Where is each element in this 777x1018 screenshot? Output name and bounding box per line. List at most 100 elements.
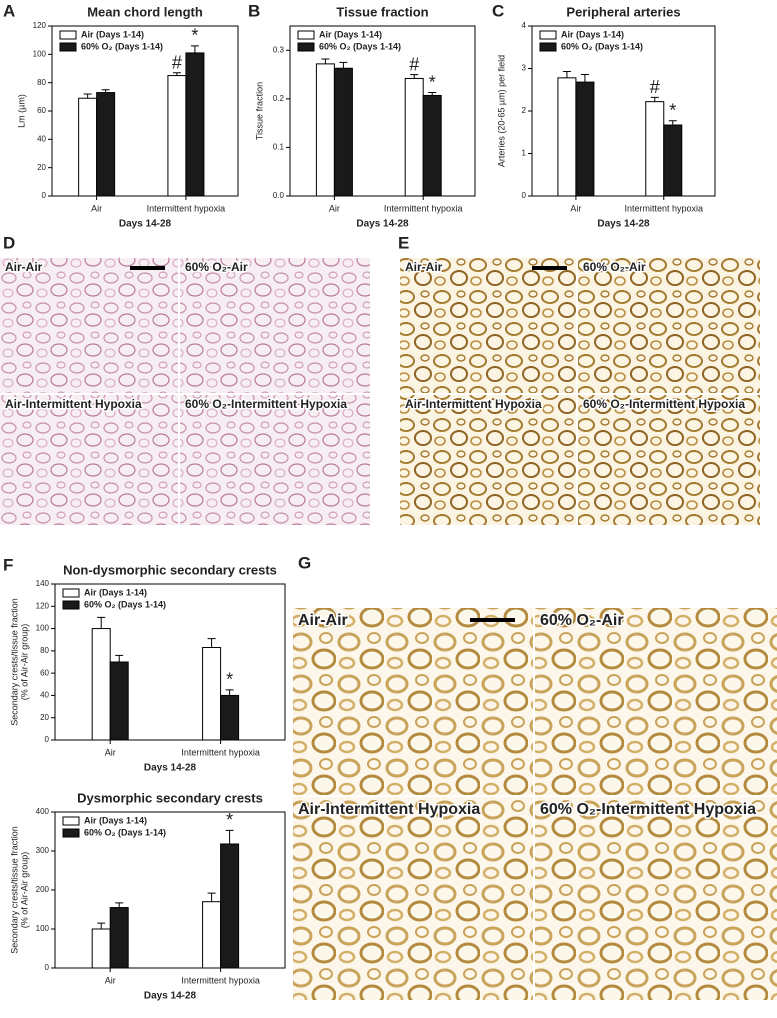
- bar: [404, 77, 424, 197]
- legend-swatch: [539, 42, 557, 52]
- legend-label: Air (Days 1-14): [81, 29, 144, 39]
- x-axis-label: Days 14-28: [144, 763, 197, 774]
- x-tick-label: Air: [105, 747, 116, 757]
- x-axis-label: Days 14-28: [356, 219, 409, 230]
- error-bar: [321, 58, 330, 64]
- y-axis-label: (% of Air-Air group): [19, 852, 29, 929]
- micrograph-label: Air-Air: [5, 260, 43, 274]
- y-tick-label: 0.2: [273, 94, 285, 103]
- micrograph: [578, 395, 760, 525]
- y-tick-label: 200: [36, 885, 50, 894]
- significance-marker: *: [191, 26, 198, 46]
- y-tick-label: 4: [522, 21, 527, 30]
- bar: [333, 67, 353, 197]
- legend-label: Air (Days 1-14): [84, 815, 147, 825]
- error-bar: [650, 96, 659, 102]
- panel-letter: C: [492, 1, 504, 20]
- error-bar: [101, 89, 110, 93]
- scale-bar: [470, 618, 515, 622]
- x-axis-label: Days 14-28: [144, 991, 197, 1002]
- legend-label: Air (Days 1-14): [84, 587, 147, 597]
- scale-bar: [532, 266, 567, 270]
- bar: [96, 92, 116, 197]
- bar: [575, 81, 595, 197]
- y-tick-label: 40: [37, 134, 46, 143]
- bar: [315, 63, 335, 197]
- bar: [645, 101, 665, 197]
- micrograph: [180, 258, 370, 393]
- legend-label: 60% O₂ (Days 1-14): [561, 41, 643, 51]
- legend-label: 60% O₂ (Days 1-14): [84, 827, 166, 837]
- bar: [185, 52, 205, 197]
- y-tick-label: 80: [37, 78, 46, 87]
- y-tick-label: 120: [33, 21, 47, 30]
- error-bar: [580, 73, 589, 83]
- y-tick-label: 1: [522, 149, 527, 158]
- significance-marker: *: [226, 670, 233, 690]
- bar: [202, 901, 222, 969]
- bar: [167, 75, 187, 197]
- y-tick-label: 0: [42, 191, 47, 200]
- legend-swatch: [539, 30, 557, 40]
- x-axis-label: Days 14-28: [119, 219, 172, 230]
- plot-frame: [289, 25, 476, 197]
- micrograph-label: Air-Intermittent Hypoxia: [298, 801, 480, 818]
- significance-marker: #: [650, 77, 660, 97]
- chart-title: Dysmorphic secondary crests: [77, 790, 263, 805]
- panel-letter: F: [3, 555, 13, 574]
- legend-swatch: [59, 42, 77, 52]
- x-tick-label: Air: [570, 203, 581, 213]
- y-tick-label: 100: [33, 49, 47, 58]
- panel-letter: G: [298, 553, 311, 572]
- x-tick-label: Intermittent hypoxia: [181, 747, 260, 757]
- y-tick-label: 60: [40, 668, 49, 677]
- x-tick-label: Air: [91, 203, 102, 213]
- micrograph-label: 60% O₂-Air: [540, 612, 624, 629]
- y-tick-label: 120: [36, 601, 50, 610]
- panel-letter: D: [3, 233, 15, 252]
- error-bar: [207, 892, 216, 902]
- y-tick-label: 0.3: [273, 45, 285, 54]
- error-bar: [115, 902, 124, 908]
- chart-title: Mean chord length: [87, 4, 203, 19]
- error-bar: [668, 120, 677, 126]
- legend-swatch: [297, 30, 315, 40]
- y-axis-label: (% of Air-Air group): [19, 624, 29, 701]
- x-tick-label: Intermittent hypoxia: [147, 203, 226, 213]
- micrograph: [293, 608, 533, 795]
- error-bar: [83, 93, 92, 99]
- x-tick-label: Air: [329, 203, 340, 213]
- y-tick-label: 0: [45, 735, 50, 744]
- bar: [78, 97, 98, 197]
- y-tick-label: 20: [37, 163, 46, 172]
- legend-label: 60% O₂ (Days 1-14): [81, 41, 163, 51]
- micrograph: [535, 797, 777, 1000]
- error-bar: [339, 61, 348, 69]
- bar: [220, 694, 240, 741]
- bar: [202, 647, 222, 741]
- y-tick-label: 140: [36, 579, 50, 588]
- y-tick-label: 100: [36, 624, 50, 633]
- y-axis-label: Secondary crests/tissue fraction: [9, 598, 19, 726]
- error-bar: [207, 638, 216, 648]
- x-tick-label: Intermittent hypoxia: [181, 975, 260, 985]
- legend-swatch: [59, 30, 77, 40]
- y-tick-label: 2: [522, 106, 527, 115]
- panel-letter: E: [398, 233, 409, 252]
- bar: [91, 628, 111, 741]
- y-tick-label: 300: [36, 846, 50, 855]
- scale-bar: [130, 266, 165, 270]
- significance-marker: *: [429, 72, 436, 92]
- chart-title: Non-dysmorphic secondary crests: [63, 562, 277, 577]
- bar: [422, 94, 442, 197]
- legend-label: 60% O₂ (Days 1-14): [319, 41, 401, 51]
- error-bar: [410, 74, 419, 79]
- micrograph-label: Air-Intermittent Hypoxia: [5, 397, 142, 411]
- significance-marker: *: [669, 101, 676, 121]
- y-tick-label: 80: [40, 646, 49, 655]
- legend-label: Air (Days 1-14): [561, 29, 624, 39]
- bar: [663, 124, 683, 197]
- plot-frame: [54, 583, 286, 741]
- micrograph: [0, 258, 178, 393]
- micrograph: [293, 797, 533, 1000]
